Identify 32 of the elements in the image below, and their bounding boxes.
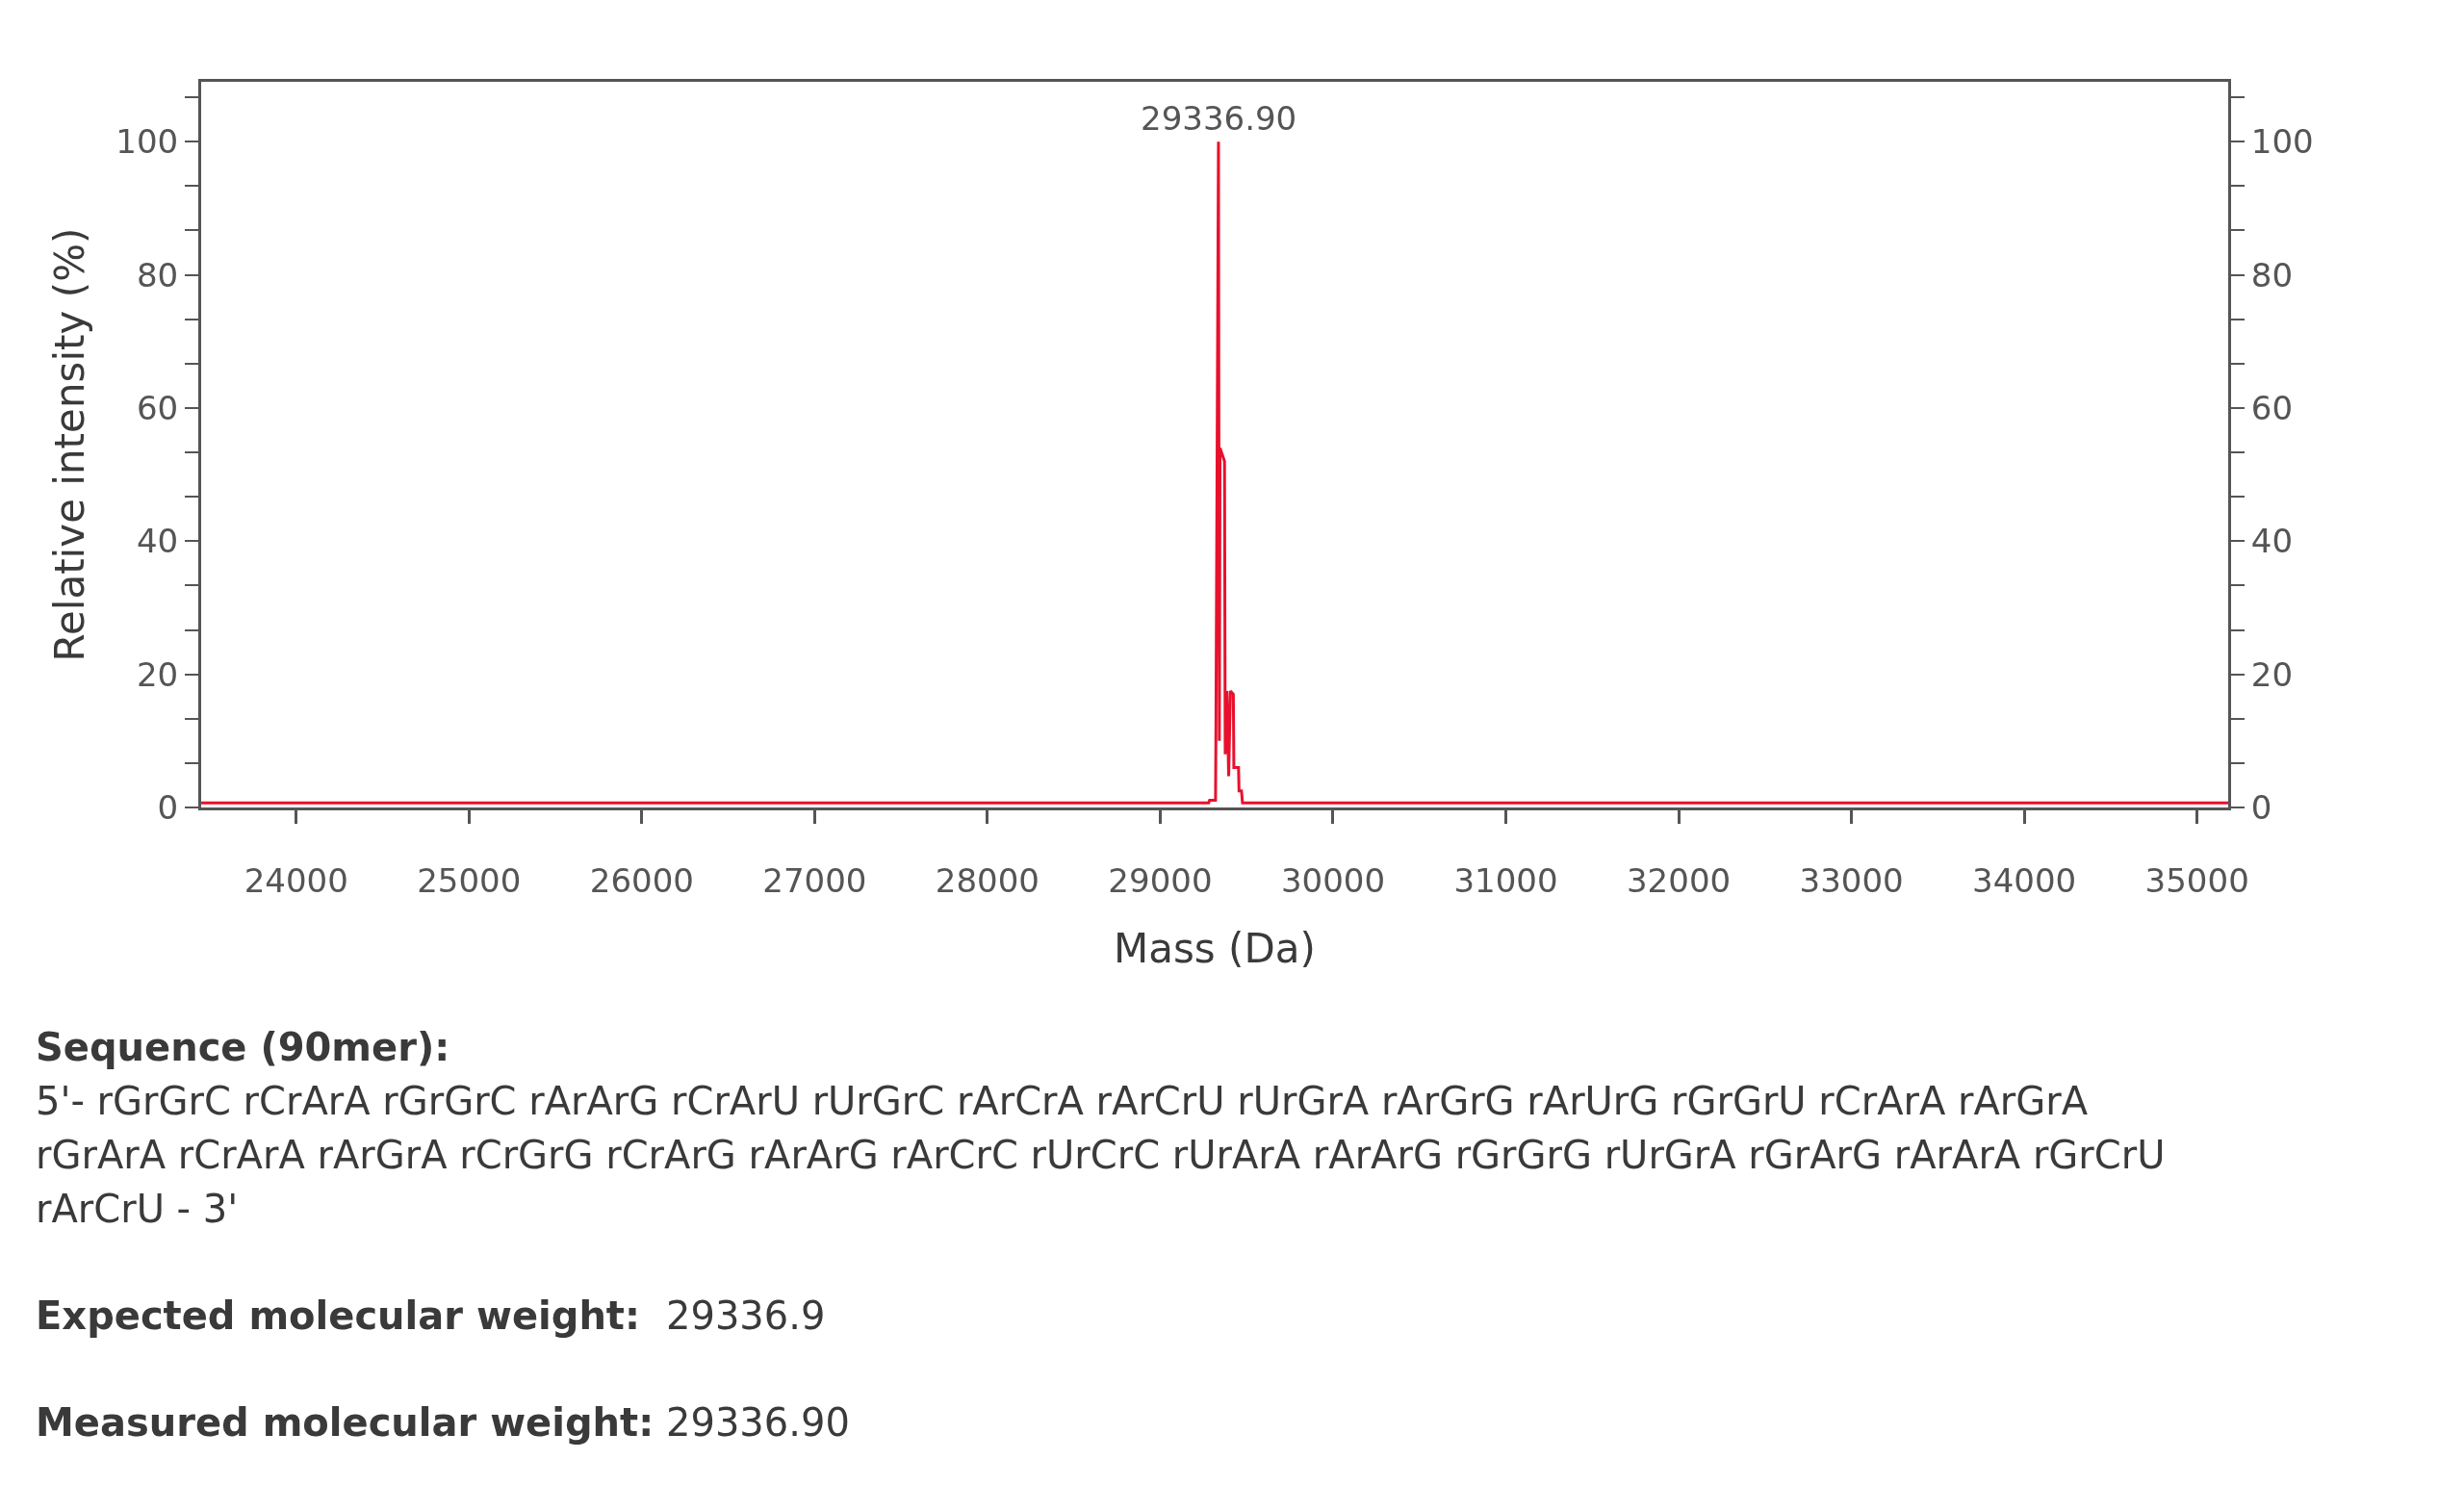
y-tick-label: 40 xyxy=(136,522,179,561)
line-series xyxy=(201,140,2228,805)
y2-tick-label: 100 xyxy=(2250,122,2314,162)
y2-tick-label: 60 xyxy=(2250,388,2294,427)
text: Measured molecular weight: 29336.90 xyxy=(36,1399,850,1447)
x-tick-label: 24000 xyxy=(244,860,348,900)
y-axis-title: Relative intensity (%) xyxy=(46,227,94,662)
y2-tick-label: 40 xyxy=(2250,522,2294,561)
x-tick-label: 32000 xyxy=(1626,860,1732,900)
x-tick-label: 25000 xyxy=(417,860,522,900)
y2-tick-label: 0 xyxy=(2250,787,2272,827)
text: 5'- rGrGrC rCrArA rGrGrC rArArG rCrArU rUrGrC rArCrA rArCrU rUrGrA rArGrG rArUrG rGrGrU rCrArA rArGrA rGrArA rCrArA rArGrA rCrGrG rCrArG rArArG rArCrC rUrCrC rUrArA rArArG rGrGrG rUrGrA rGrArG rArArA rGrCrU rArCrU - 3' xyxy=(36,1078,2167,1233)
x-tick-label: 30000 xyxy=(1280,860,1386,900)
annotation: 29336.90 xyxy=(1141,99,1297,138)
x-axis-title: Mass (Da) xyxy=(1114,925,1316,972)
text: Expected molecular weight: 29336.9 xyxy=(36,1293,826,1340)
x-tick-label: 27000 xyxy=(762,860,867,900)
y-tick-label: 80 xyxy=(136,255,179,295)
x-tick-label: 35000 xyxy=(2144,860,2249,900)
y-tick-label: 0 xyxy=(157,787,179,827)
x-tick-label: 34000 xyxy=(1972,860,2077,900)
x-tick-label: 28000 xyxy=(935,860,1040,900)
x-tick-label: 26000 xyxy=(589,860,694,900)
y2-tick-label: 80 xyxy=(2250,255,2294,295)
x-tick-label: 31000 xyxy=(1453,860,1558,900)
y-tick-label: 60 xyxy=(136,388,179,427)
x-tick-label: 33000 xyxy=(1799,860,1904,900)
x-tick-label: 29000 xyxy=(1108,860,1213,900)
y-tick-label: 20 xyxy=(136,654,179,694)
y-tick-label: 100 xyxy=(116,122,179,162)
y2-tick-label: 20 xyxy=(2250,654,2294,694)
text: Sequence (90mer): xyxy=(36,1024,450,1071)
